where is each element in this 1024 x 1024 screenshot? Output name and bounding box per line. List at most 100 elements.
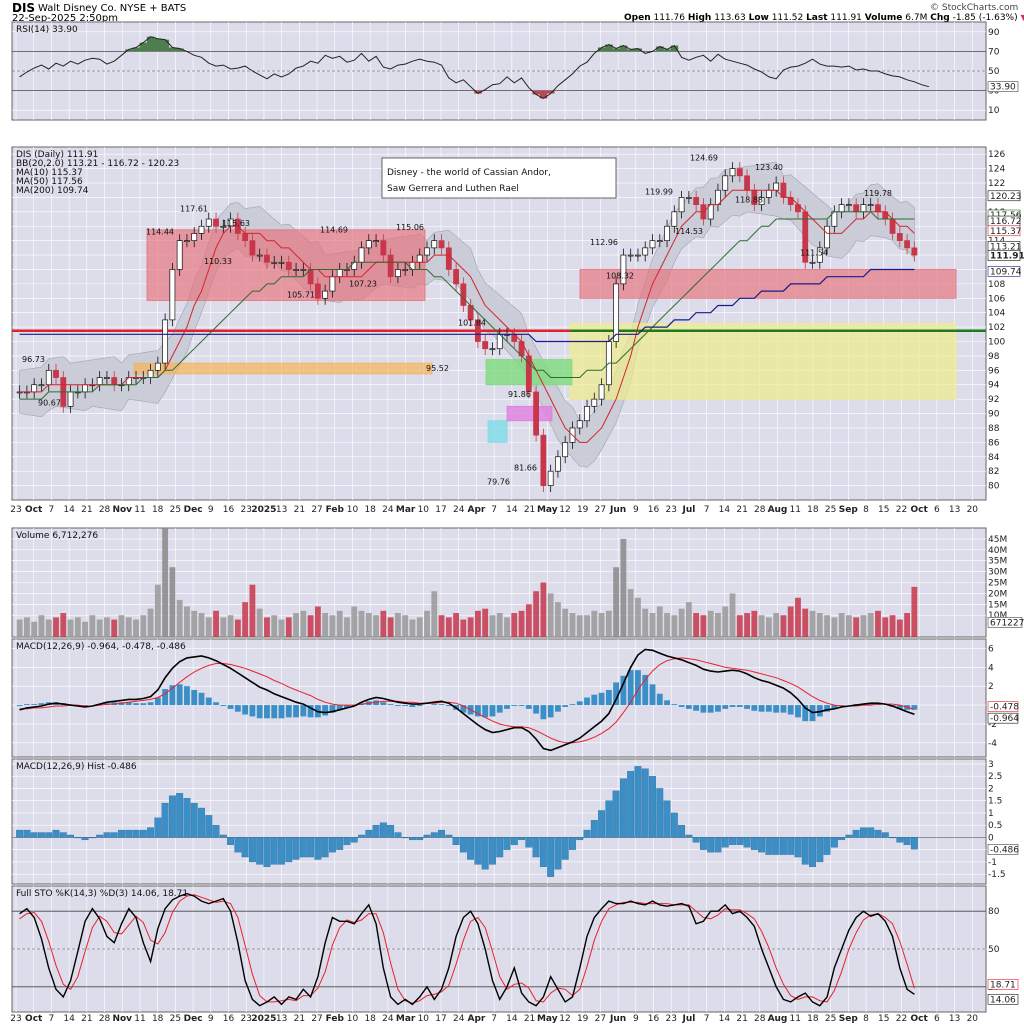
stochastic-y-tick-label: 50 (988, 945, 1000, 955)
volume-bar (184, 606, 190, 637)
rsi-last-value: 33.90 (990, 83, 1016, 93)
magenta-zone-box (506, 405, 553, 422)
volume-bar (104, 617, 110, 637)
macd-histogram-bar (67, 834, 74, 838)
price-candle (176, 240, 183, 270)
macd-hist-bar (147, 702, 154, 706)
high-label: High (687, 13, 712, 23)
macd-histogram-bar (852, 829, 860, 838)
macd-hist-last-value-box (987, 844, 1019, 855)
volume-bar (154, 584, 161, 637)
macd-hist-bar (875, 704, 881, 706)
price-right-label: 120.23 (990, 192, 1022, 202)
volume-bar (125, 617, 132, 637)
price-candle (264, 254, 270, 263)
price-candle (576, 420, 583, 429)
price-y-tick-label: 122 (988, 179, 1005, 189)
x-tick-label-bottom: 14 (63, 1014, 75, 1024)
rsi-overbought-fill (605, 44, 613, 52)
rsi-overbought-fill (597, 47, 606, 52)
volume-bar (162, 528, 169, 637)
price-candle (394, 269, 401, 278)
stochastic-right-label-box (987, 993, 1019, 1005)
volume-bar (322, 613, 329, 637)
macd-hist-bar (598, 692, 605, 706)
volume-bar (744, 613, 750, 637)
macd-histogram-bar (219, 834, 227, 838)
volume-bar (671, 615, 678, 637)
volume-bar (293, 613, 299, 637)
macd-hist-bar (154, 697, 161, 706)
x-tick-label-bottom: 23 (10, 1014, 21, 1024)
price-annotation: 115.63 (222, 219, 250, 228)
volume-bar (431, 591, 438, 637)
price-candle (424, 247, 430, 256)
x-tick-label-bottom: 28 (99, 1014, 111, 1024)
x-tick-label: Nov (112, 505, 132, 515)
macd-histogram-bar (670, 812, 678, 838)
price-candle (38, 384, 45, 387)
macd-hist-bar (336, 705, 343, 710)
volume-bar (89, 615, 96, 637)
price-candle (656, 240, 663, 243)
macd-hist-bar (344, 705, 350, 708)
x-tick-label: 11 (134, 505, 145, 515)
macd-hist-bar (409, 705, 416, 707)
macd-histogram-bar (699, 837, 707, 850)
price-candle (860, 204, 867, 213)
price-annotation: 108.32 (606, 272, 634, 281)
macd-histogram-bar (583, 829, 591, 838)
volume-bar (525, 604, 532, 637)
macd-histogram-bar (569, 837, 576, 850)
company-name: Walt Disney Co. NYSE + BATS (38, 3, 187, 14)
macd-histogram-bar (343, 837, 351, 845)
macd-hist-bar (249, 705, 256, 717)
macd-histogram-bar (45, 832, 53, 838)
macd-hist-bar (627, 670, 634, 706)
macd-hist-bar (765, 705, 772, 712)
volume-bar (38, 615, 45, 637)
price-legend: MA(200) 109.74 (16, 186, 89, 196)
price-y-tick-label: 102 (988, 323, 1005, 333)
volume-bar (758, 615, 765, 637)
macd-hist-bar (715, 705, 721, 712)
price-candle (213, 218, 219, 227)
price-legend: DIS (Daily) 111.91 (16, 150, 98, 160)
ma10-line (19, 189, 915, 443)
x-tick-label: 28 (99, 505, 111, 515)
price-candle (453, 269, 459, 285)
macd-histogram-bar (656, 788, 664, 838)
macd-hist-bar (264, 705, 270, 719)
rsi-overbought-fill (627, 49, 635, 52)
ohlc-summary: Open 111.76 High 113.63 Low 111.52 Last … (624, 13, 1024, 23)
price-candle (867, 204, 874, 206)
open-value: 111.76 (653, 13, 685, 23)
price-y-tick-label: 106 (988, 294, 1005, 304)
volume-bar (867, 613, 874, 637)
macd-line (19, 648, 915, 752)
rsi-oversold-fill (532, 90, 541, 95)
ticker-symbol: DIS (12, 1, 36, 15)
price-candle (904, 240, 910, 249)
volume-bar (533, 591, 540, 637)
volume-bar (511, 613, 518, 637)
macd-hist-bar (751, 705, 758, 711)
macd-hist-bar (758, 705, 765, 712)
macd-hist-bar (373, 700, 379, 706)
x-tick-label-bottom: 18 (152, 1014, 164, 1024)
macd-histogram-bar (830, 837, 838, 848)
rsi-line (19, 36, 930, 99)
macd-histogram-bar (81, 837, 89, 841)
volume-bar (729, 593, 736, 637)
x-tick-label: 14 (63, 505, 75, 515)
macd-histogram-bar (438, 829, 445, 838)
macd-hist-bar (620, 675, 627, 706)
x-tick-label-bottom: 21 (736, 1014, 747, 1024)
price-candle (838, 204, 845, 213)
x-tick-label-bottom: 16 (223, 1014, 235, 1024)
price-y-tick-label: 80 (988, 482, 1000, 492)
macd_hist-y-tick-label: 2.5 (988, 772, 1002, 782)
x-tick-label-bottom: 18 (364, 1014, 376, 1024)
price-candle (249, 240, 256, 256)
